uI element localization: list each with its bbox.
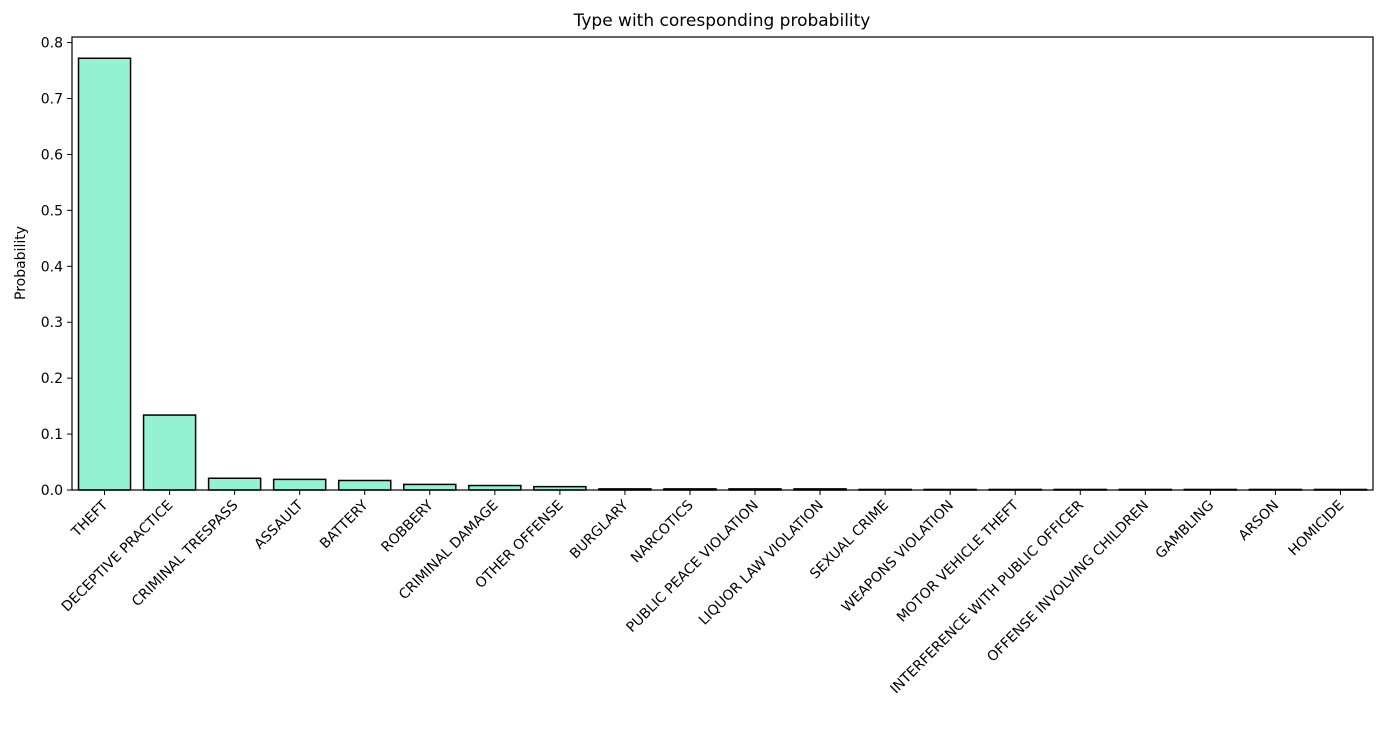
- x-tick-label: CRIMINAL TRESPASS: [129, 497, 242, 610]
- y-tick-label: 0.5: [41, 203, 63, 219]
- x-tick-label: LIQUOR LAW VIOLATION: [696, 498, 827, 629]
- x-tick-label: HOMICIDE: [1286, 498, 1348, 560]
- x-tick-label: ASSAULT: [251, 497, 306, 552]
- y-tick-label: 0.4: [41, 259, 63, 275]
- bar: [468, 484, 522, 491]
- plot-frame: [71, 36, 1374, 491]
- x-tick-label: PUBLIC PEACE VIOLATION: [623, 498, 761, 636]
- y-tick-label: 0.6: [41, 147, 63, 163]
- x-tick-label: ARSON: [1236, 498, 1282, 544]
- y-axis: 0.0 0.1 0.2 0.3 0.4 0.5 0.6 0.7 0.8: [41, 36, 72, 499]
- y-tick-label: 0.0: [41, 483, 63, 499]
- x-tick-label: WEAPONS VIOLATION: [839, 498, 957, 616]
- y-tick-label: 0.8: [41, 36, 63, 52]
- bar: [337, 479, 392, 491]
- x-tick-label: MOTOR VEHICLE THEFT: [894, 497, 1022, 625]
- y-tick-label: 0.2: [41, 371, 63, 387]
- x-tick-label: NARCOTICS: [628, 497, 697, 566]
- x-tick-label: THEFT: [68, 497, 112, 541]
- y-tick-label: 0.3: [41, 315, 63, 331]
- bar: [272, 478, 327, 491]
- y-axis-label: Probability: [13, 226, 29, 300]
- x-tick-label: DECEPTIVE PRACTICE: [59, 498, 177, 616]
- x-tick-label: GAMBLING: [1153, 498, 1218, 563]
- bar: [207, 477, 262, 491]
- x-tick-label: BATTERY: [317, 497, 372, 552]
- y-tick-label: 0.1: [41, 427, 63, 443]
- bars-layer: [77, 57, 1368, 491]
- bar: [142, 414, 197, 491]
- x-tick-label: BURGLARY: [567, 497, 632, 562]
- bar: [403, 483, 457, 491]
- y-tick-label: 0.7: [41, 92, 63, 108]
- x-tick-label: ROBBERY: [378, 497, 436, 555]
- chart-title: Type with coresponding probability: [573, 11, 871, 31]
- bar: [77, 57, 132, 491]
